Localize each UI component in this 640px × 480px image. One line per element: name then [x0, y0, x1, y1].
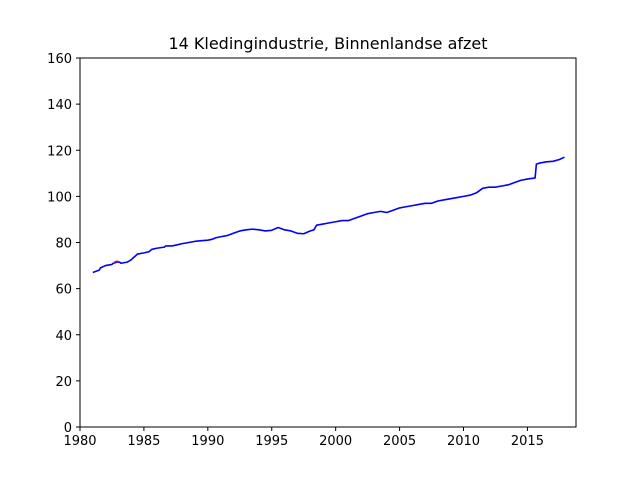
x-tick-label: 2010 [447, 434, 480, 449]
x-tick-label: 1985 [127, 434, 160, 449]
x-tick-label: 2015 [511, 434, 544, 449]
chart-title: 14 Kledingindustrie, Binnenlandse afzet [168, 34, 487, 53]
y-tick-label: 100 [47, 190, 72, 205]
y-tick-label: 120 [47, 144, 72, 159]
y-tick-label: 0 [64, 421, 72, 436]
series-layer [92, 156, 565, 274]
y-axis: 0 20 40 60 80 100 120 140 160 [47, 52, 80, 436]
series-line-1 [114, 260, 119, 263]
x-tick-label: 2000 [319, 434, 352, 449]
x-tick-label: 1990 [191, 434, 224, 449]
y-tick-label: 40 [55, 329, 72, 344]
x-tick-label: 1995 [255, 434, 288, 449]
y-tick-label: 80 [55, 237, 72, 252]
y-tick-label: 60 [55, 283, 72, 298]
y-tick-label: 20 [55, 375, 72, 390]
x-tick-label: 2005 [383, 434, 416, 449]
y-tick-label: 140 [47, 98, 72, 113]
x-tick-label: 1980 [63, 434, 96, 449]
series-line-0 [92, 156, 565, 274]
y-tick-label: 160 [47, 52, 72, 67]
x-axis: 1980 1985 1990 1995 2000 2005 2010 2015 [63, 427, 544, 449]
plot-frame [79, 57, 577, 428]
